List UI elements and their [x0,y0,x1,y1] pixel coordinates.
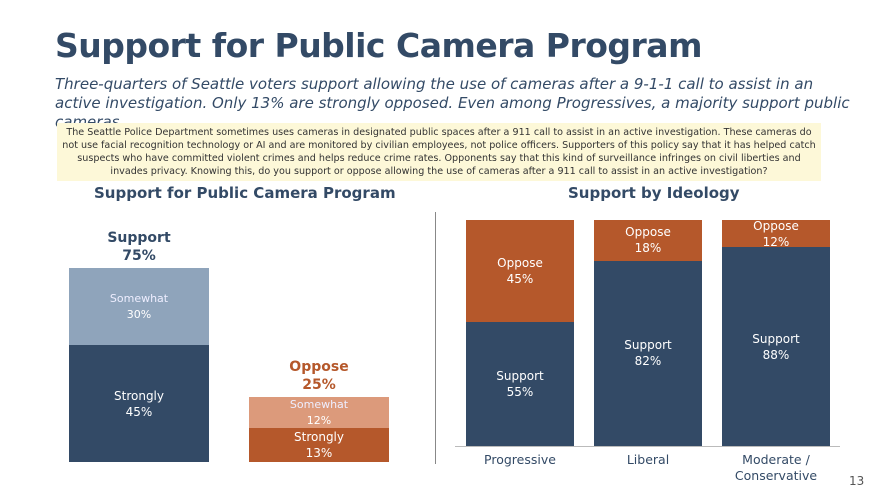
chart-title: Support by Ideology [568,184,740,202]
segment-name: Support [752,331,800,346]
question-text: The Seattle Police Department sometimes … [57,123,821,181]
segment-name: Strongly [114,388,164,403]
segment-value: 13% [305,446,333,461]
page-number: 13 [849,474,865,488]
segment-name: Oppose [753,218,799,233]
bar-segment: Somewhat 30% [69,267,209,346]
bar-segment: Oppose 45% [466,220,574,322]
segment-value: 45% [125,404,153,419]
baseline [455,446,840,447]
segment-value: 88% [762,347,790,362]
segment-value: 12% [306,413,332,427]
bar-segment: Oppose 18% [594,220,702,261]
chart-title: Support for Public Camera Program [94,184,396,202]
segment-value: 12% [762,234,790,249]
bar-segment: Oppose 12% [722,218,830,249]
segment-value: 30% [126,307,152,321]
segment-value: 82% [634,354,662,369]
segment-name: Oppose [625,225,671,240]
x-tick-label: Liberal [626,452,670,467]
x-tick-label: Progressive [484,452,556,467]
segment-value: 18% [634,241,662,256]
segment-name: Support [624,338,672,353]
segment-name: Support [496,368,544,383]
total-value: 75% [122,247,156,264]
segment-value: 55% [506,384,534,399]
segment-name: Somewhat [289,397,349,411]
segment-name: Somewhat [109,291,169,305]
segment-name: Strongly [294,430,344,445]
bar-segment: Support 88% [722,247,830,446]
bar-segment: Strongly 45% [69,345,209,462]
segment-name: Oppose [497,255,543,270]
total-category: Oppose [289,359,349,376]
bar-segment: Strongly 13% [249,428,389,462]
x-tick-label: Moderate / Conservative [734,452,818,483]
total-value: 25% [302,377,336,394]
segment-value: 45% [506,271,534,286]
bar-segment: Support 55% [466,321,574,446]
bar-segment: Somewhat 12% [249,397,389,429]
slide-title: Support for Public Camera Program [55,26,702,65]
total-category: Support [107,229,171,246]
bar-segment: Support 82% [594,260,702,446]
divider [435,212,436,464]
